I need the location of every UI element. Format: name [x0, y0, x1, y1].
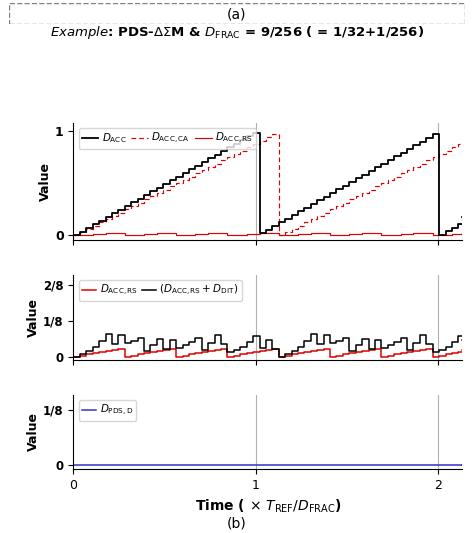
Legend: $D_{\rm ACC,RS}$, $(D_{\rm ACC,RS}+D_{\rm DIT})$: $D_{\rm ACC,RS}$, $(D_{\rm ACC,RS}+D_{\r… — [79, 280, 242, 301]
X-axis label: Time ( $\times$ $T_{\rm REF}/D_{\rm FRAC}$): Time ( $\times$ $T_{\rm REF}/D_{\rm FRAC… — [194, 497, 341, 515]
Text: (b): (b) — [227, 516, 247, 530]
Y-axis label: Value: Value — [27, 413, 40, 451]
Text: $\it{Example}$: PDS-$\Delta\Sigma$M & $D_{\rm FRAC}$ = 9/256 ( = 1/32+1/256): $\it{Example}$: PDS-$\Delta\Sigma$M & $D… — [50, 24, 424, 41]
Legend: $D_{\rm ACC}$, $D_{\rm ACC,CA}$, $D_{\rm ACC,RS}$: $D_{\rm ACC}$, $D_{\rm ACC,CA}$, $D_{\rm… — [79, 128, 256, 149]
Text: (a): (a) — [227, 8, 247, 22]
Y-axis label: Value: Value — [39, 161, 52, 200]
Legend: $D_{\rm PDS,D}$: $D_{\rm PDS,D}$ — [79, 400, 136, 421]
Y-axis label: Value: Value — [27, 297, 40, 336]
